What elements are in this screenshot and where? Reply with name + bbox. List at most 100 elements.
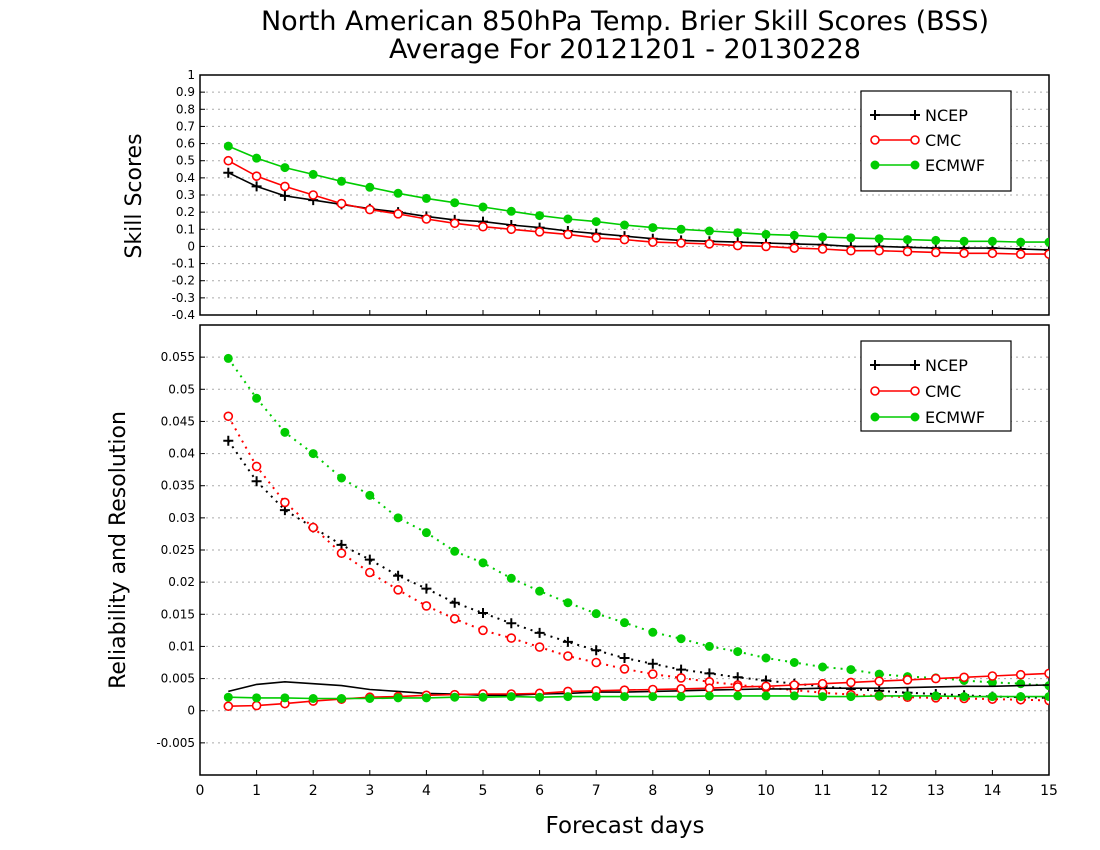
data-point-ecmwf [535,586,545,596]
y-tick-label: -0.2 [172,274,195,288]
data-point-cmc [704,239,715,249]
series-line-cmc-resolution [227,415,1049,702]
y-tick-label: 0.5 [176,154,195,168]
x-tick-label: 3 [365,783,374,799]
series-line-ecmwf [227,145,1049,243]
data-point-ecmwf [761,229,771,239]
data-point-ecmwf [506,206,516,216]
data-point-ecmwf [223,692,233,702]
data-point-cmc [874,245,885,256]
data-point-cmc [506,224,517,235]
data-point-ecmwf [818,692,828,702]
legend-marker [910,135,920,145]
plot-frame [199,74,1050,316]
data-point-cmc [704,683,715,694]
chart-title: North American 850hPa Temp. Brier Skill … [261,6,989,37]
y-tick-label: 0.7 [176,119,195,133]
data-point-ncep [591,645,602,656]
data-point-ecmwf [450,692,460,702]
data-point-ecmwf [846,233,856,243]
data-point-ecmwf [733,228,743,238]
data-point-ncep [478,608,488,618]
data-point-ncep [336,539,347,550]
legend-label: ECMWF [925,408,985,427]
data-point-cmc [364,567,375,578]
data-point-ecmwf [337,176,346,186]
data-point-ncep [676,664,687,675]
y-tick-label: 0.9 [176,85,195,99]
y-tick-label: 0.8 [176,102,195,116]
data-point-cmc [421,214,432,224]
data-point-ncep [647,658,658,669]
data-point-ecmwf [563,214,573,224]
data-point-cmc [251,171,262,181]
data-point-cmc [591,233,602,243]
data-point-ecmwf [959,236,969,246]
data-point-cmc [676,238,686,248]
y-tick-label: 0.2 [176,205,195,219]
data-point-ecmwf [252,393,262,403]
data-point-cmc [959,672,969,683]
reliability-resolution-panel: -0.005 0 0.005 0.01 0.015 0.02 0.025 0.03 0.035 0… [156,324,1058,799]
x-tick-label: 6 [535,783,544,799]
data-point-ncep [449,597,460,608]
data-point-cmc [647,237,658,247]
chart-subtitle: Average For 20121201 - 20130228 [389,34,861,65]
x-tick-label: 14 [983,783,1001,799]
data-point-ecmwf [1016,679,1026,689]
data-point-ecmwf [620,618,629,628]
data-point-cmc [676,673,686,683]
y-tick-label: -0.1 [172,257,195,271]
data-point-cmc [336,198,347,209]
data-point-ecmwf [761,691,771,701]
data-point-cmc [308,522,319,533]
data-point-cmc [478,625,488,636]
y-tick-label: 1 [187,68,195,82]
data-point-cmc [789,680,800,690]
data-point-cmc [223,155,234,166]
y-tick-label: -0.4 [172,308,195,322]
legend-marker [870,412,880,422]
data-point-ecmwf [1016,692,1026,702]
legend-marker [910,110,920,120]
data-point-cmc [647,669,658,679]
y-tick-label: 0.3 [176,188,195,202]
data-point-cmc [563,229,573,240]
x-tick-label: 4 [422,783,431,799]
data-point-ecmwf [818,232,828,242]
legend-marker [870,386,880,396]
data-point-cmc [987,248,998,259]
data-point-cmc [449,218,460,229]
y-tick-label: 0.4 [176,171,195,185]
y-tick-label: 0 [187,239,195,253]
data-point-ecmwf [648,692,658,702]
data-point-ecmwf [903,235,912,245]
data-point-cmc [817,678,828,689]
y-tick-label: 0.03 [168,511,195,525]
data-point-ecmwf [337,473,346,483]
data-point-cmc [421,601,432,611]
data-point-ecmwf [535,211,545,221]
data-point-cmc [1015,249,1026,259]
plot-frame [199,324,1050,776]
data-point-ecmwf [931,235,941,245]
data-point-ecmwf [733,691,743,701]
data-point-ecmwf [308,449,318,459]
y-tick-label: 0.02 [168,575,195,589]
data-point-ecmwf [591,609,601,619]
data-point-cmc [732,682,743,692]
data-point-cmc [591,657,602,668]
data-point-ecmwf [1016,237,1026,247]
y-tick-label: 0.04 [168,447,195,461]
data-point-ncep [251,476,262,487]
data-point-ecmwf [987,236,997,246]
data-point-cmc [336,548,347,559]
data-point-ecmwf [987,692,997,702]
y-tick-label: 0.025 [161,543,195,557]
data-point-ecmwf [280,427,290,437]
legend-marker [910,360,920,370]
data-point-ecmwf [563,692,573,702]
data-point-cmc [959,248,969,259]
data-point-cmc [251,461,262,472]
data-point-ncep [1044,244,1049,255]
